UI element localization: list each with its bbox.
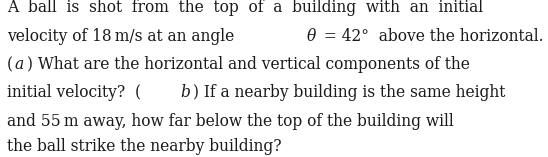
- Text: velocity of 18 m/s at an angle: velocity of 18 m/s at an angle: [7, 28, 239, 45]
- Text: ) What are the horizontal and vertical components of the: ) What are the horizontal and vertical c…: [27, 56, 470, 73]
- Text: the ball strike the nearby building?: the ball strike the nearby building?: [7, 138, 282, 155]
- Text: (: (: [7, 56, 13, 73]
- Text: and 55 m away, how far below the top of the building will: and 55 m away, how far below the top of …: [7, 113, 454, 130]
- Text: A  ball  is  shot  from  the  top  of  a  building  with  an  initial: A ball is shot from the top of a buildin…: [7, 0, 483, 16]
- Text: initial velocity?  (: initial velocity? (: [7, 84, 141, 101]
- Text: θ: θ: [307, 28, 316, 45]
- Text: a: a: [15, 56, 24, 73]
- Text: ) If a nearby building is the same height: ) If a nearby building is the same heigh…: [193, 84, 505, 101]
- Text: b: b: [180, 84, 190, 101]
- Text: = 42°  above the horizontal.: = 42° above the horizontal.: [319, 28, 544, 45]
